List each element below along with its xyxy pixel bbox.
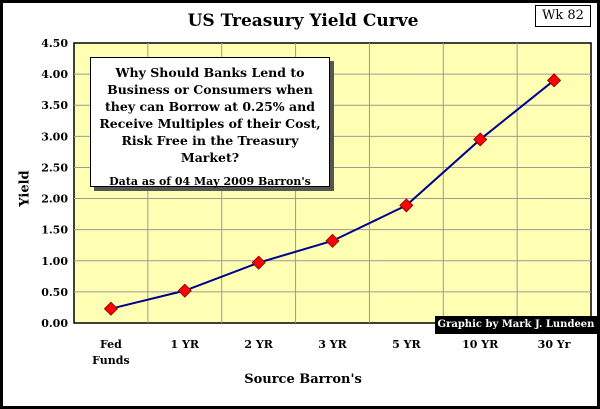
data-point-marker [251,255,266,270]
x-axis-ticks: Fed Funds 1 YR 2 YR 3 YR 5 YR 10 YR 30 Yr [92,338,570,367]
annotation-box: Why Should Banks Lend to Business or Con… [90,57,330,188]
data-point-marker [325,233,340,248]
y-tick-label: 4.00 [41,68,68,81]
y-tick-label: 1.50 [41,224,68,237]
x-tick-label: 30 Yr [538,338,571,351]
data-point-marker [399,198,414,213]
y-tick-label: 0.50 [41,286,68,299]
x-tick-label: 3 YR [318,338,347,351]
x-tick-label: 5 YR [392,338,421,351]
chart-title: US Treasury Yield Curve [187,11,419,31]
series-markers [103,73,562,316]
annotation-date: Data as of 04 May 2009 Barron's [109,175,311,188]
x-tick-label: 1 YR [171,338,200,351]
y-tick-label: 2.00 [41,193,68,206]
data-point-marker [177,283,192,298]
y-axis-label: Yield [17,170,33,207]
data-point-marker [103,301,118,316]
x-tick-label: Fed Funds [92,338,130,367]
y-tick-label: 0.00 [41,317,68,330]
x-tick-label: 10 YR [462,338,499,351]
x-axis-label: Source Barron's [244,372,362,387]
y-tick-label: 3.50 [41,99,68,112]
annotation-text: Why Should Banks Lend to Business or Con… [99,65,321,165]
y-axis-ticks: 0.00 0.50 1.00 1.50 2.00 2.50 3.00 3.50 4.00 4.50 [41,37,68,330]
y-tick-label: 2.50 [41,161,68,174]
week-tag: Wk 82 [535,5,591,27]
y-tick-label: 4.50 [41,37,68,50]
y-tick-label: 3.00 [41,130,68,143]
data-point-marker [547,73,562,88]
x-tick-label: 2 YR [244,338,273,351]
y-tick-label: 1.00 [41,255,68,268]
data-point-marker [473,132,488,147]
credit-label: Graphic by Mark J. Lundeen [435,316,597,334]
